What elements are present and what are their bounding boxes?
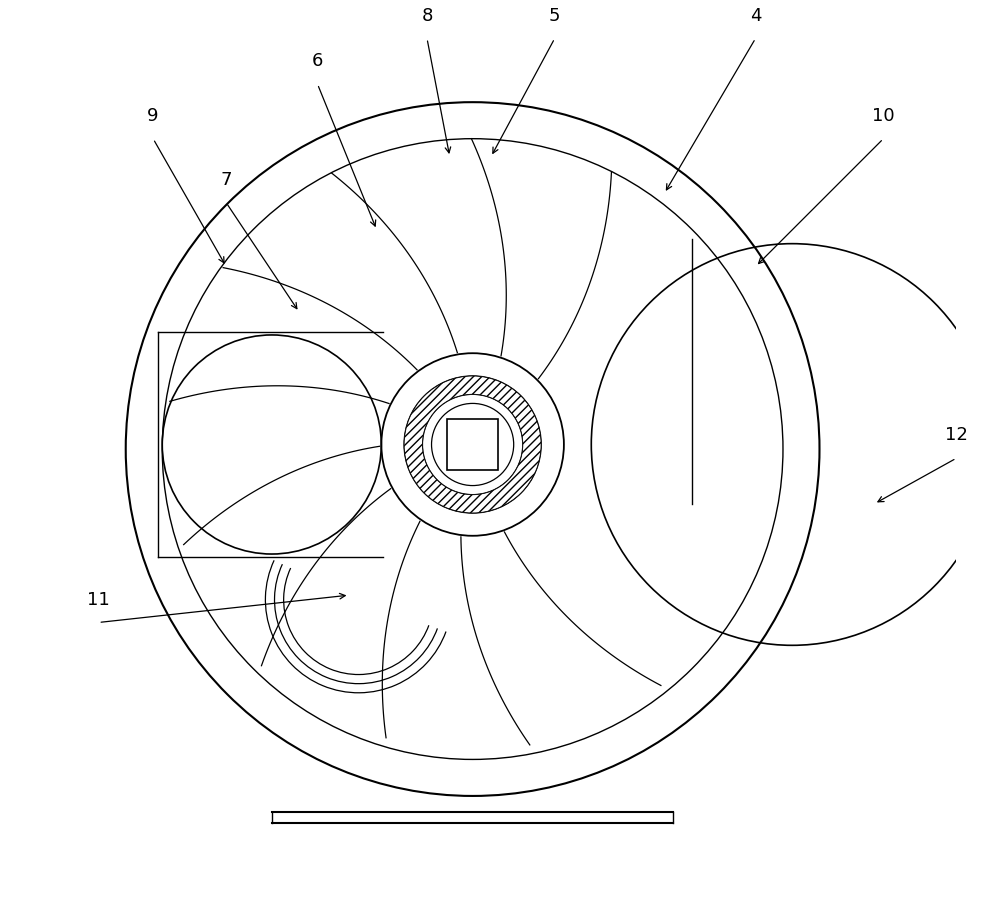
Text: 5: 5 <box>549 6 561 25</box>
Text: 7: 7 <box>220 171 232 189</box>
Text: 6: 6 <box>312 52 323 71</box>
Text: 11: 11 <box>87 591 110 609</box>
Text: 8: 8 <box>421 6 433 25</box>
Text: 12: 12 <box>945 427 968 444</box>
Wedge shape <box>404 376 541 513</box>
Text: 4: 4 <box>750 6 761 25</box>
Text: 9: 9 <box>147 107 159 125</box>
Bar <box>447 419 498 470</box>
Text: 10: 10 <box>872 107 895 125</box>
